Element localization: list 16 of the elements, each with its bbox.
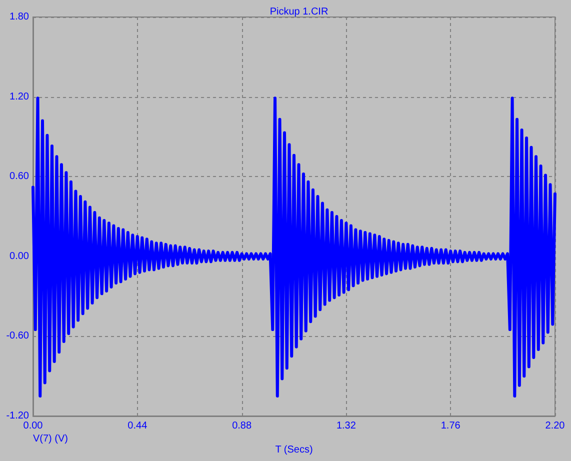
chart-title: Pickup 1.CIR bbox=[270, 6, 328, 18]
x-tick-label: 2.20 bbox=[545, 420, 566, 432]
y-tick-label: 1.20 bbox=[10, 91, 30, 102]
x-tick-label: 0.88 bbox=[232, 420, 252, 432]
y-tick-label: 1.80 bbox=[10, 12, 30, 22]
x-tick-label: 1.76 bbox=[440, 420, 461, 432]
text: V(7) (V) bbox=[33, 434, 68, 444]
x-tick-label: 0.00 bbox=[23, 420, 44, 432]
x-tick-label: 1.32 bbox=[336, 420, 356, 432]
x-tick-label: 0.44 bbox=[128, 420, 148, 432]
line-series bbox=[32, 96, 556, 398]
y-tick-label: 0.60 bbox=[10, 171, 30, 182]
y-tick-label: 0.00 bbox=[10, 250, 30, 262]
y-tick-label: -0.60 bbox=[6, 330, 30, 342]
x-axis-title: T (Secs) bbox=[275, 444, 313, 456]
y-tick-label: -1.20 bbox=[6, 410, 30, 422]
